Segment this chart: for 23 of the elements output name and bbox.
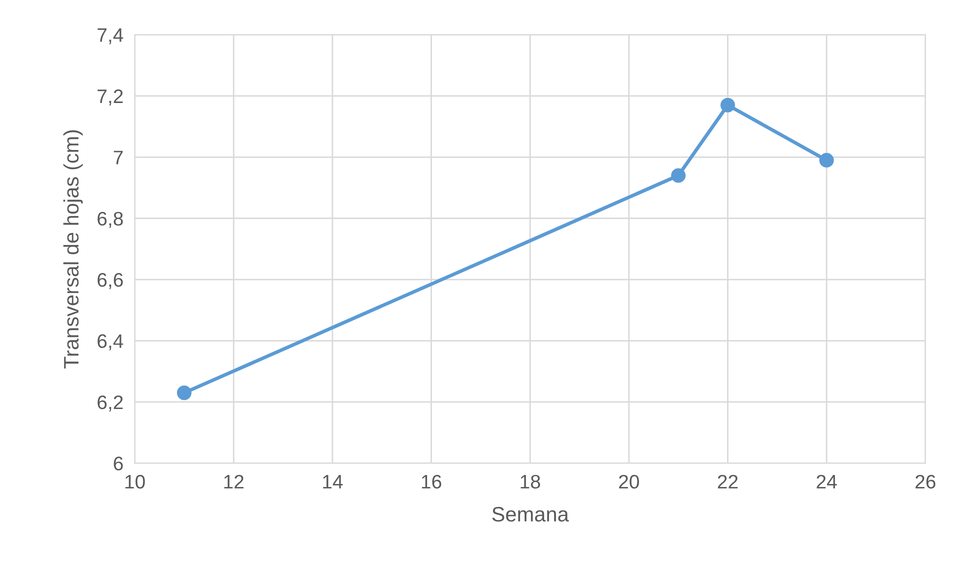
point xyxy=(176,386,192,400)
x-tick-label: 26 xyxy=(916,474,936,489)
x-tick-label: 16 xyxy=(422,474,442,489)
x-tick-label: 24 xyxy=(816,474,837,488)
point xyxy=(671,168,686,183)
y-axis-title: Transversal de hojas (cm) xyxy=(63,130,83,369)
x-axis-title: Semana xyxy=(492,506,569,522)
x-tick-label: 14 xyxy=(323,475,343,488)
x-tick-label: 10 xyxy=(125,474,145,489)
y-tick-label: 6,2 xyxy=(98,395,123,412)
y-tick-label: 6,8 xyxy=(98,212,123,228)
y-tick-label: 7,4 xyxy=(98,28,124,44)
y-tick-label: 6,4 xyxy=(98,334,124,350)
x-tick-label: 22 xyxy=(718,474,738,488)
y-tick-label: 7,2 xyxy=(98,89,123,106)
point xyxy=(720,98,736,112)
x-tick-label: 18 xyxy=(520,474,540,489)
x-tick-label: 12 xyxy=(224,474,244,488)
x-tick-label: 20 xyxy=(619,474,639,489)
y-tick-label: 6 xyxy=(114,456,123,470)
y-tick-label: 6,6 xyxy=(98,273,123,290)
y-tick-label: 7 xyxy=(114,150,123,164)
point xyxy=(819,152,834,168)
